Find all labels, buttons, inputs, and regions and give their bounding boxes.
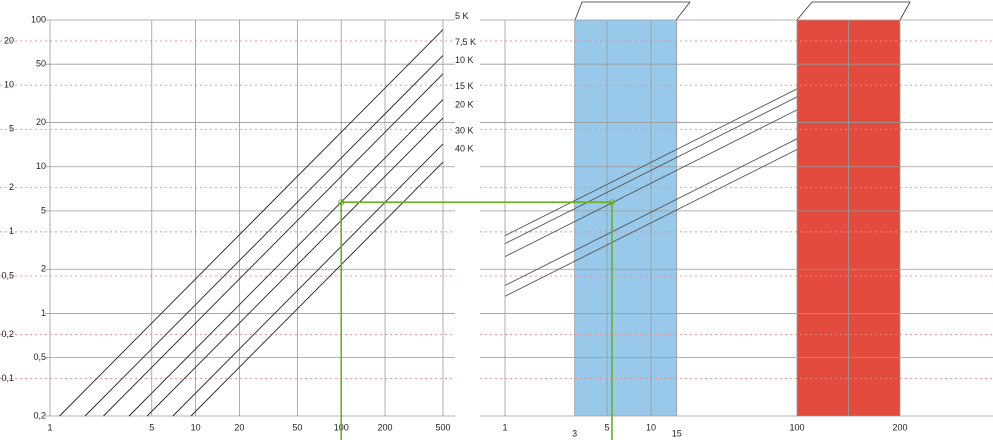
- y-tick-label: 0,2: [33, 410, 46, 420]
- y2-tick-label: 2: [9, 182, 14, 192]
- series-line: [504, 109, 798, 258]
- series-line: [146, 117, 444, 417]
- y-tick-label: 100: [31, 14, 46, 24]
- series-line: [172, 143, 444, 417]
- series-label: 10 K: [455, 55, 474, 65]
- x-tick-label: 100: [789, 422, 804, 432]
- series-line: [103, 73, 444, 417]
- y2-tick-label: 1: [9, 226, 14, 236]
- x-tick-label: 5: [149, 422, 154, 432]
- x-tick-label: 10: [191, 422, 201, 432]
- x-tick-label: 1: [47, 422, 52, 432]
- y2-tick-label: 0,2: [1, 329, 14, 339]
- y-tick-label: 10: [36, 161, 46, 171]
- header-box: [574, 1, 691, 21]
- y-tick-label: 1: [41, 308, 46, 318]
- series-line: [504, 88, 798, 237]
- series-line: [504, 138, 798, 286]
- series-line: [504, 96, 798, 245]
- series-label: 5 K: [455, 11, 469, 21]
- header-box: [796, 1, 911, 21]
- x-tick-label: 5: [605, 422, 610, 432]
- series-label: 15 K: [455, 81, 474, 91]
- x-tick-label: 10: [646, 422, 656, 432]
- y-tick-label: 20: [36, 117, 46, 127]
- y2-tick-label: 10: [4, 80, 14, 90]
- series-line: [190, 161, 444, 417]
- y2-tick-label: 0,1: [1, 373, 14, 383]
- y-tick-label: 50: [36, 59, 46, 69]
- series-line: [59, 29, 444, 417]
- band: [574, 20, 677, 416]
- series-label: 7,5 K: [455, 37, 476, 47]
- x-tick-label: 200: [892, 422, 907, 432]
- y2-tick-label: 5: [9, 124, 14, 134]
- x-tick-label: 50: [292, 422, 302, 432]
- series-label: 30 K: [455, 125, 474, 135]
- x-tick-label: 15: [672, 428, 682, 438]
- series-line: [84, 55, 444, 417]
- y-tick-label: 2: [41, 264, 46, 274]
- x-tick-label: 200: [378, 422, 393, 432]
- reading-point: [338, 199, 345, 206]
- series-line: [504, 149, 798, 297]
- series-label: 20 K: [455, 99, 474, 109]
- x-tick-label: 1: [502, 422, 507, 432]
- y2-tick-label: 0,5: [1, 270, 14, 280]
- series-label: 40 K: [455, 143, 474, 153]
- y-tick-label: 5: [41, 205, 46, 215]
- series-line: [128, 99, 444, 417]
- x-tick-label: 20: [234, 422, 244, 432]
- x-tick-label: 500: [435, 422, 450, 432]
- x-tick-label: 3: [572, 428, 577, 438]
- y-tick-label: 0,5: [33, 352, 46, 362]
- reading-point: [608, 199, 615, 206]
- y2-tick-label: 20: [4, 35, 14, 45]
